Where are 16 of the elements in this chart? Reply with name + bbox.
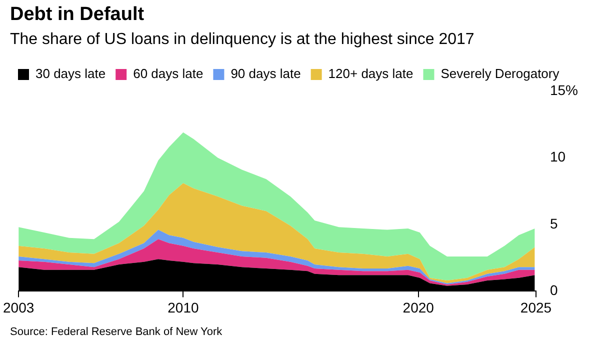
legend-label: 120+ days late [328, 66, 414, 82]
x-tick-label: 2003 [2, 299, 34, 316]
y-tick-label: 15% [550, 82, 578, 98]
legend-label: 30 days late [36, 66, 106, 82]
y-tick-label: 10 [550, 148, 566, 165]
y-tick-label: 5 [550, 215, 558, 232]
x-tick-label: 2025 [520, 299, 552, 316]
source-note: Source: Federal Reserve Bank of New York [10, 326, 222, 338]
y-tick-label: 0 [550, 282, 558, 298]
x-tick-label: 2010 [168, 299, 199, 316]
x-tick-label: 2020 [402, 299, 434, 316]
legend-label: Severely Derogatory [440, 66, 560, 82]
legend-label: 90 days late [230, 66, 301, 82]
legend-label: 60 days late [133, 66, 204, 82]
chart-title: Debt in Default [10, 4, 144, 26]
chart-subtitle: The share of US loans in delinquency is at the highest since 2017 [10, 31, 474, 49]
